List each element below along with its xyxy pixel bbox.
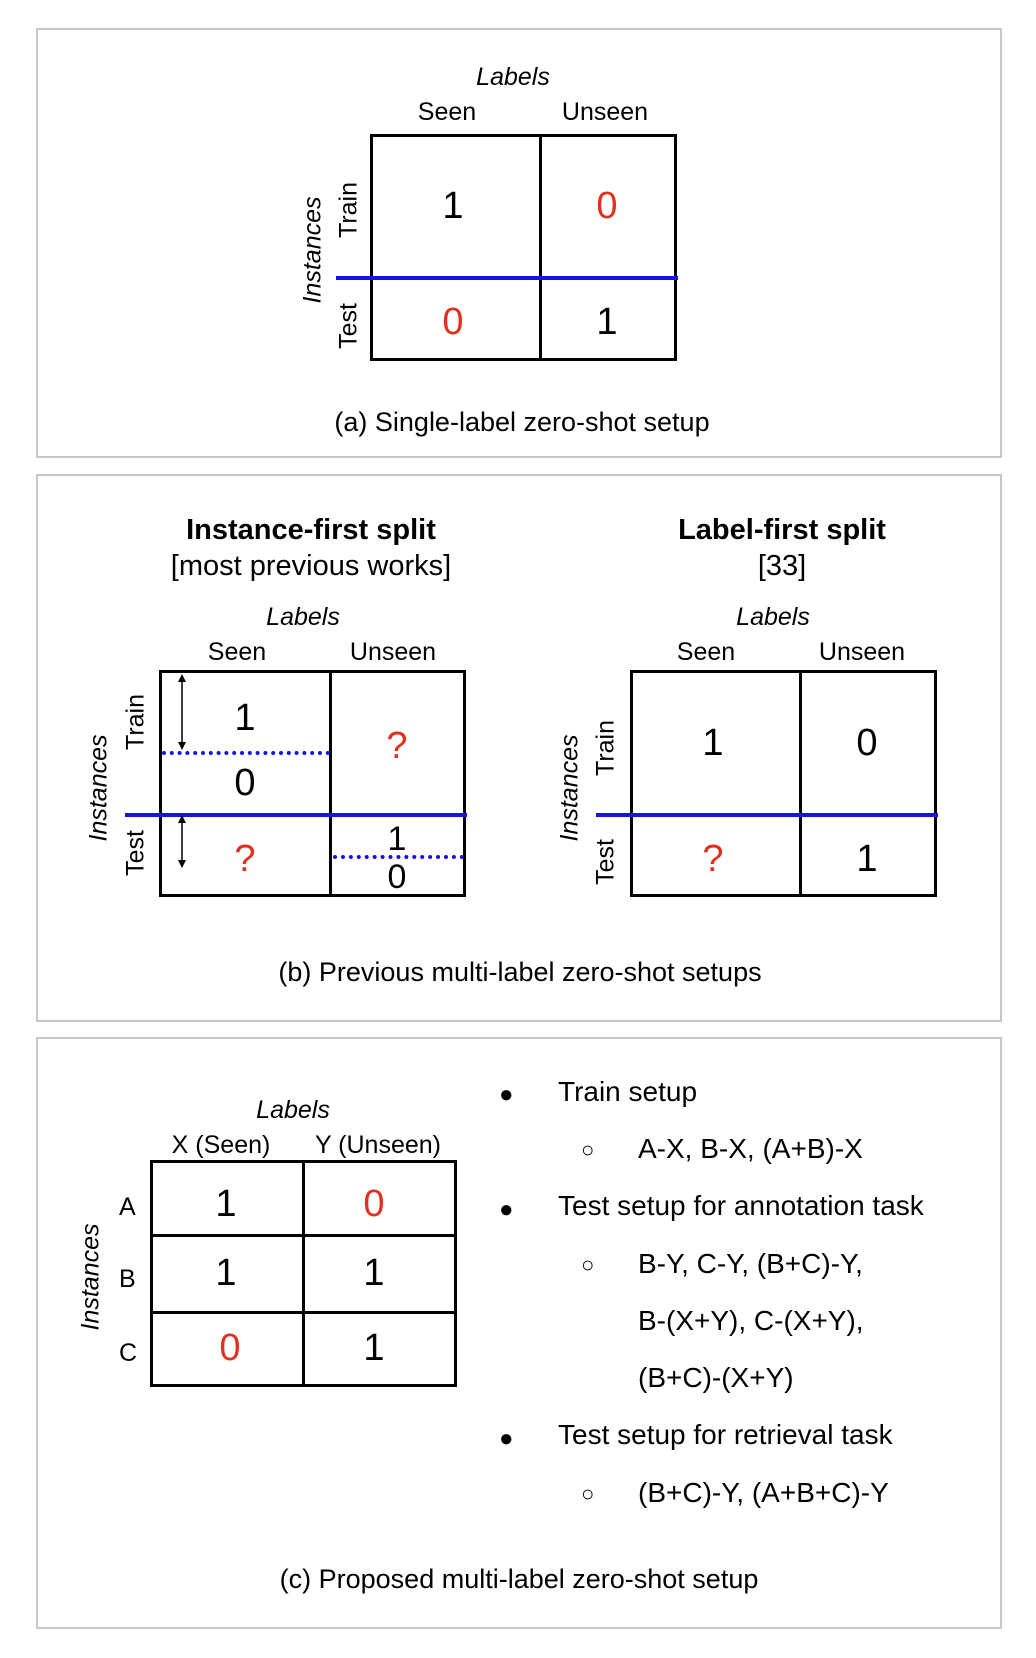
c-cell-c-y: 1 [363, 1327, 385, 1369]
b-left-cell-train-seen-top: 1 [234, 697, 256, 739]
panel-single-label [36, 28, 1002, 458]
bullet-circle-icon: ○ [581, 1481, 595, 1506]
c-bullet-retr: Test setup for retrieval task [558, 1419, 893, 1450]
b-right-row-test: Test [591, 839, 620, 885]
c-cell-b-y: 1 [363, 1252, 385, 1294]
b-right-labels-title: Labels [736, 603, 810, 631]
b-left-title: Instance-first split [186, 514, 436, 546]
a-col-unseen: Unseen [561, 98, 649, 126]
c-bullet-annot-sub-3: (B+C)-(X+Y) [638, 1362, 794, 1393]
b-left-row-train: Train [121, 693, 150, 751]
c-cell-a-x: 1 [215, 1183, 237, 1225]
b-left-cell-train-unseen: ? [386, 725, 408, 767]
c-labels-title: Labels [256, 1096, 330, 1124]
b-left-cell-train-seen-bottom: 0 [234, 762, 256, 804]
b-left-labels-title: Labels [266, 603, 340, 631]
a-labels-title: Labels [476, 63, 550, 91]
c-cell-b-x: 1 [215, 1252, 237, 1294]
a-col-seen: Seen [417, 98, 477, 126]
b-right-grid-divider [799, 670, 802, 897]
a-grid [370, 134, 677, 361]
b-left-cell-test-unseen-bottom: 0 [387, 858, 407, 896]
c-grid-row-divider-2 [150, 1311, 457, 1314]
a-row-axis: Instances [298, 196, 327, 304]
c-cell-c-x: 0 [219, 1327, 241, 1369]
b-left-row-axis: Instances [84, 734, 113, 842]
c-row-a: A [119, 1193, 136, 1221]
c-cell-a-y: 0 [363, 1183, 385, 1225]
panel-previous-multi-label [36, 474, 1002, 1022]
c-grid-row-divider-1 [150, 1234, 457, 1237]
b-right-grid [630, 670, 937, 897]
b-left-cell-test-unseen-top: 1 [387, 820, 407, 858]
a-cell-test-unseen: 1 [596, 301, 618, 343]
b-right-cell-test-unseen: 1 [856, 838, 878, 880]
b-right-cell-train-seen: 1 [702, 722, 724, 764]
b-left-subtitle: [most previous works] [170, 550, 452, 582]
b-left-arrows [178, 674, 186, 868]
b-right-cell-test-seen: ? [702, 838, 724, 880]
c-caption: (c) Proposed multi-label zero-shot setup [279, 1564, 759, 1594]
c-bullet-annot: Test setup for annotation task [558, 1190, 924, 1221]
b-right-title: Label-first split [678, 514, 886, 546]
b-right-col-seen: Seen [676, 638, 736, 666]
b-left-row-test: Test [121, 830, 150, 876]
b-caption: (b) Previous multi-label zero-shot setup… [278, 957, 762, 987]
b-left-grid-divider [329, 670, 332, 897]
b-left-split-line [125, 813, 467, 817]
train-double-arrow-icon [178, 674, 186, 750]
c-bullet-annot-sub-1: B-Y, C-Y, (B+C)-Y, [638, 1248, 863, 1279]
bullet-circle-icon: ○ [581, 1252, 595, 1277]
b-right-subtitle: [33] [757, 550, 807, 582]
b-left-grid [159, 670, 466, 897]
b-left-cell-test-seen: ? [234, 838, 256, 880]
b-right-row-axis: Instances [555, 734, 584, 842]
c-col-x: X (Seen) [171, 1131, 271, 1159]
b-left-col-unseen: Unseen [349, 638, 437, 666]
a-cell-train-unseen: 0 [596, 185, 618, 227]
c-row-c: C [119, 1339, 138, 1367]
test-double-arrow-icon [178, 815, 186, 868]
a-grid-divider [539, 134, 542, 361]
a-cell-test-seen: 0 [442, 301, 464, 343]
a-caption: (a) Single-label zero-shot setup [334, 407, 710, 437]
a-cell-train-seen: 1 [442, 185, 464, 227]
a-row-test: Test [334, 303, 363, 349]
bullet-circle-icon: ○ [581, 1137, 595, 1162]
bullet-dot-icon: ● [499, 1081, 514, 1108]
c-bullet-train-sub: A-X, B-X, (A+B)-X [638, 1133, 863, 1164]
b-right-col-unseen: Unseen [818, 638, 906, 666]
c-col-y: Y (Unseen) [315, 1131, 441, 1159]
b-right-row-train: Train [591, 719, 620, 777]
b-right-cell-train-unseen: 0 [856, 722, 878, 764]
b-left-col-seen: Seen [207, 638, 267, 666]
a-row-train: Train [334, 181, 363, 239]
b-left-test-dotted-split [333, 855, 464, 859]
bullet-dot-icon: ● [499, 1196, 514, 1223]
b-left-train-dotted-split [162, 751, 330, 755]
c-bullet-retr-sub: (B+C)-Y, (A+B+C)-Y [638, 1477, 889, 1508]
c-bullet-train: Train setup [558, 1076, 698, 1107]
c-row-b: B [119, 1265, 136, 1293]
c-row-axis: Instances [76, 1223, 105, 1331]
panel-proposed-multi-label [36, 1037, 1002, 1629]
c-bullet-annot-sub-2: B-(X+Y), C-(X+Y), [638, 1305, 864, 1336]
a-split-line [336, 276, 678, 280]
c-grid-divider [302, 1160, 305, 1387]
b-right-split-line [596, 813, 938, 817]
bullet-dot-icon: ● [499, 1425, 514, 1452]
